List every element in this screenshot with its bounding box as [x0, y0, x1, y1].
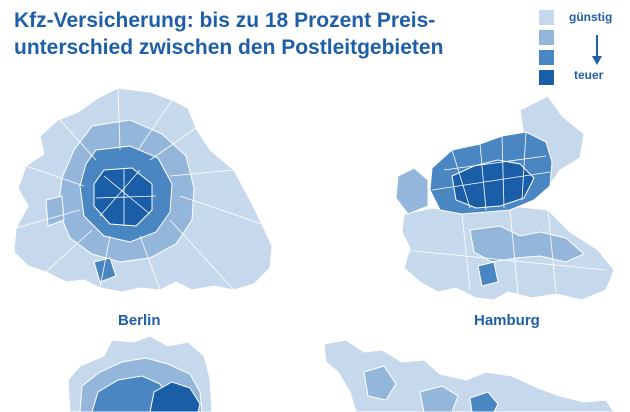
- berlin-map: [13, 87, 273, 293]
- hamburg-harbour-districts: [469, 225, 585, 263]
- fourth-city-mid-districts-2: [419, 385, 459, 412]
- fourth-city-inner-districts: [469, 391, 499, 412]
- hamburg-south-pocket: [477, 261, 499, 287]
- hamburg-west-districts: [395, 167, 429, 215]
- fourth-city-outer-districts: [323, 339, 615, 412]
- legend-swatch-2: [539, 30, 554, 45]
- third-city-map: [67, 335, 213, 412]
- berlin-west-pocket: [45, 195, 65, 227]
- arrow-down-icon: [592, 35, 602, 65]
- berlin-south-pocket: [93, 257, 117, 283]
- third-city-center-districts: [149, 381, 201, 412]
- berlin-label: Berlin: [118, 312, 161, 329]
- legend-high-label: teuer: [574, 68, 604, 82]
- hamburg-map: [395, 95, 615, 301]
- legend-swatch-4: [539, 70, 554, 85]
- price-legend: günstig teuer: [536, 8, 626, 90]
- legend-low-label: günstig: [569, 10, 613, 24]
- chart-title: Kfz-Versicherung: bis zu 18 Prozent Prei…: [14, 7, 484, 61]
- fourth-city-map: [323, 339, 615, 412]
- hamburg-district-lines: [403, 131, 607, 295]
- berlin-district-lines: [15, 87, 263, 291]
- title-line-1: Kfz-Versicherung: bis zu 18 Prozent Prei…: [14, 9, 436, 32]
- title-line-2: unterschied zwischen den Postleitgebiete…: [14, 36, 444, 59]
- legend-swatch-3: [539, 50, 554, 65]
- hamburg-label: Hamburg: [474, 312, 540, 329]
- fourth-city-mid-districts: [363, 365, 397, 401]
- legend-swatch-1: [539, 10, 554, 25]
- hamburg-core-districts: [451, 159, 535, 209]
